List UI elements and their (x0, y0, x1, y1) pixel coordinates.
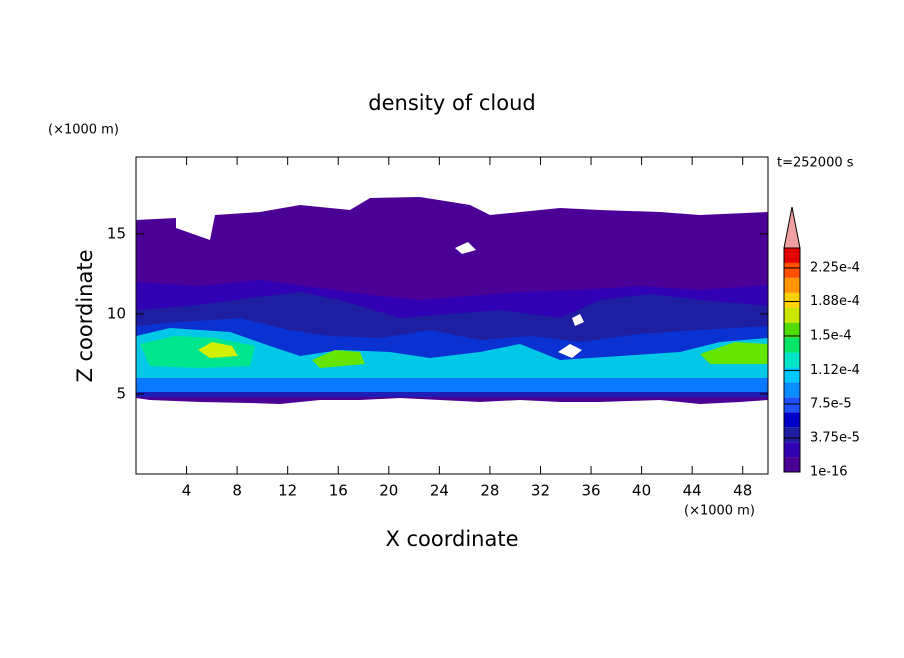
y-unit: (×1000 m) (48, 123, 119, 138)
contour-gap (572, 314, 584, 326)
contour-band (700, 342, 768, 364)
colorbar-swatch (784, 292, 800, 308)
x-tick-label: 20 (379, 482, 398, 500)
x-tick-label: 36 (581, 482, 600, 500)
colorbar-swatch (784, 322, 800, 338)
colorbar-swatch (784, 307, 800, 323)
x-tick-label: 40 (632, 482, 651, 500)
x-tick-label: 44 (683, 482, 702, 500)
colorbar-swatch (784, 397, 800, 413)
y-axis-label: Z coordinate (73, 249, 97, 382)
contour-band (136, 328, 768, 388)
y-tick-label: 5 (116, 384, 126, 402)
contour-gap (455, 242, 476, 254)
colorbar-tick-label: 1.88e-4 (810, 294, 860, 309)
contour-field (136, 197, 768, 404)
x-unit: (×1000 m) (684, 504, 755, 519)
x-tick-label: 16 (329, 482, 348, 500)
y-tick-label: 10 (107, 304, 126, 322)
colorbar-swatch (784, 382, 800, 398)
x-tick-label: 8 (232, 482, 242, 500)
colorbar-swatch (784, 248, 800, 263)
contour-band (136, 378, 768, 392)
colorbar-tick-label: 1.5e-4 (810, 328, 852, 343)
colorbar-tick-label: 1e-16 (810, 465, 848, 480)
colorbar-swatch (784, 262, 800, 278)
contour-gap (558, 344, 582, 358)
colorbar-swatch (784, 457, 800, 472)
contour-band (136, 392, 768, 397)
x-tick-label: 48 (733, 482, 752, 500)
y-tick-label: 15 (107, 224, 126, 242)
contour-band (312, 350, 365, 368)
colorbar-swatch (784, 337, 800, 353)
colorbar-swatch (784, 367, 800, 383)
x-axis-label: X coordinate (385, 527, 518, 551)
subtitle: t=252000 s (777, 156, 854, 171)
colorbar-tick-label: 1.12e-4 (810, 363, 860, 378)
colorbar-swatch (784, 277, 800, 293)
colorbar-swatch (784, 427, 800, 443)
contour-band (140, 336, 255, 368)
colorbar-tick-label: 2.25e-4 (810, 260, 860, 275)
plot-frame (135, 156, 769, 475)
colorbar-tick-label: 7.5e-5 (810, 396, 852, 411)
colorbar-tick-label: 3.75e-5 (810, 430, 860, 445)
x-tick-label: 12 (278, 482, 297, 500)
x-tick-label: 24 (430, 482, 449, 500)
colorbar-swatch (784, 412, 800, 428)
x-tick-label: 32 (531, 482, 550, 500)
x-tick-label: 4 (182, 482, 192, 500)
colorbar-swatch (784, 352, 800, 368)
chart-title: density of cloud (368, 91, 535, 115)
x-tick-label: 28 (480, 482, 499, 500)
colorbar-swatch (784, 442, 800, 458)
contour-band (198, 342, 238, 358)
